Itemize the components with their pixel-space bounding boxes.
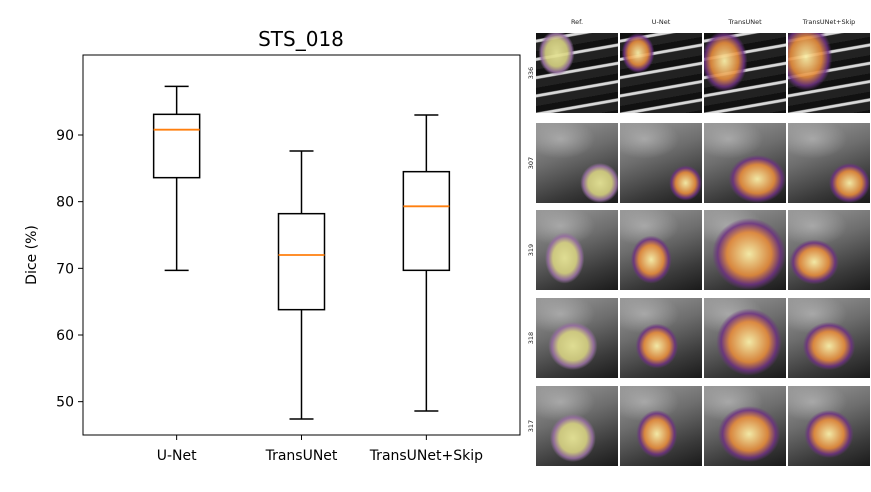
y-axis-label: Dice (%) bbox=[24, 225, 40, 285]
segmentation-image-grid: Ref. U-Net TransUNet TransUNet+Skip 336 307 31… bbox=[527, 18, 870, 468]
iqr-box bbox=[152, 113, 201, 179]
ct-slice-tile bbox=[620, 386, 702, 466]
y-tick-label: 70 bbox=[56, 261, 74, 277]
column-label: U-Net bbox=[651, 18, 671, 26]
iqr-box bbox=[402, 170, 451, 272]
y-tick-label: 80 bbox=[56, 195, 74, 211]
row-label: 317 bbox=[527, 419, 535, 433]
boxes-layer bbox=[152, 85, 451, 420]
row-label: 319 bbox=[527, 243, 535, 257]
ct-slice-tile bbox=[536, 123, 618, 203]
ct-slice-tile bbox=[704, 386, 786, 466]
row-label: 336 bbox=[527, 66, 535, 80]
ct-slice-tile bbox=[704, 33, 786, 113]
ct-slice-tile bbox=[620, 298, 702, 378]
ct-slice-tile bbox=[536, 298, 618, 378]
ct-slice-tile bbox=[704, 210, 786, 290]
ct-slice-tile bbox=[620, 123, 702, 203]
ct-slice-tile bbox=[536, 33, 618, 113]
chart-title: STS_018 bbox=[258, 27, 344, 51]
ct-slice-tile bbox=[788, 210, 870, 290]
ct-slice-tile bbox=[620, 33, 702, 113]
column-label: TransUNet bbox=[728, 18, 762, 26]
ct-slice-tile bbox=[536, 210, 618, 290]
column-label: TransUNet+Skip bbox=[802, 18, 856, 26]
row-label: 307 bbox=[527, 156, 535, 170]
box-transunet bbox=[277, 150, 326, 420]
x-tick-label: TransUNet+Skip bbox=[369, 448, 483, 464]
box-transunet-skip bbox=[402, 114, 451, 412]
y-tick-label: 90 bbox=[56, 128, 74, 144]
ct-slice-tile bbox=[788, 386, 870, 466]
ct-slice-tile bbox=[788, 33, 870, 113]
ct-slice-tile bbox=[620, 210, 702, 290]
y-tick-label: 60 bbox=[56, 328, 74, 344]
ct-slice-tile bbox=[788, 123, 870, 203]
y-tick-label: 50 bbox=[56, 395, 74, 411]
x-tick-label: U-Net bbox=[157, 448, 197, 464]
column-label: Ref. bbox=[570, 18, 584, 26]
ct-slice-tile bbox=[704, 298, 786, 378]
ct-slice-tile bbox=[788, 298, 870, 378]
y-axis-ticks: 50 60 70 80 90 bbox=[56, 128, 83, 411]
box-u-net bbox=[152, 85, 201, 272]
ct-slice-tile bbox=[536, 386, 618, 466]
row-label: 318 bbox=[527, 331, 535, 345]
x-tick-label: TransUNet bbox=[265, 448, 338, 464]
iqr-box bbox=[277, 212, 326, 311]
x-axis-ticks: U-Net TransUNet TransUNet+Skip bbox=[157, 435, 483, 464]
box-plot-chart: STS_018 Dice (%) 50 60 70 80 90 U-Net TransUN… bbox=[24, 27, 521, 464]
ct-slice-tile bbox=[704, 123, 786, 203]
